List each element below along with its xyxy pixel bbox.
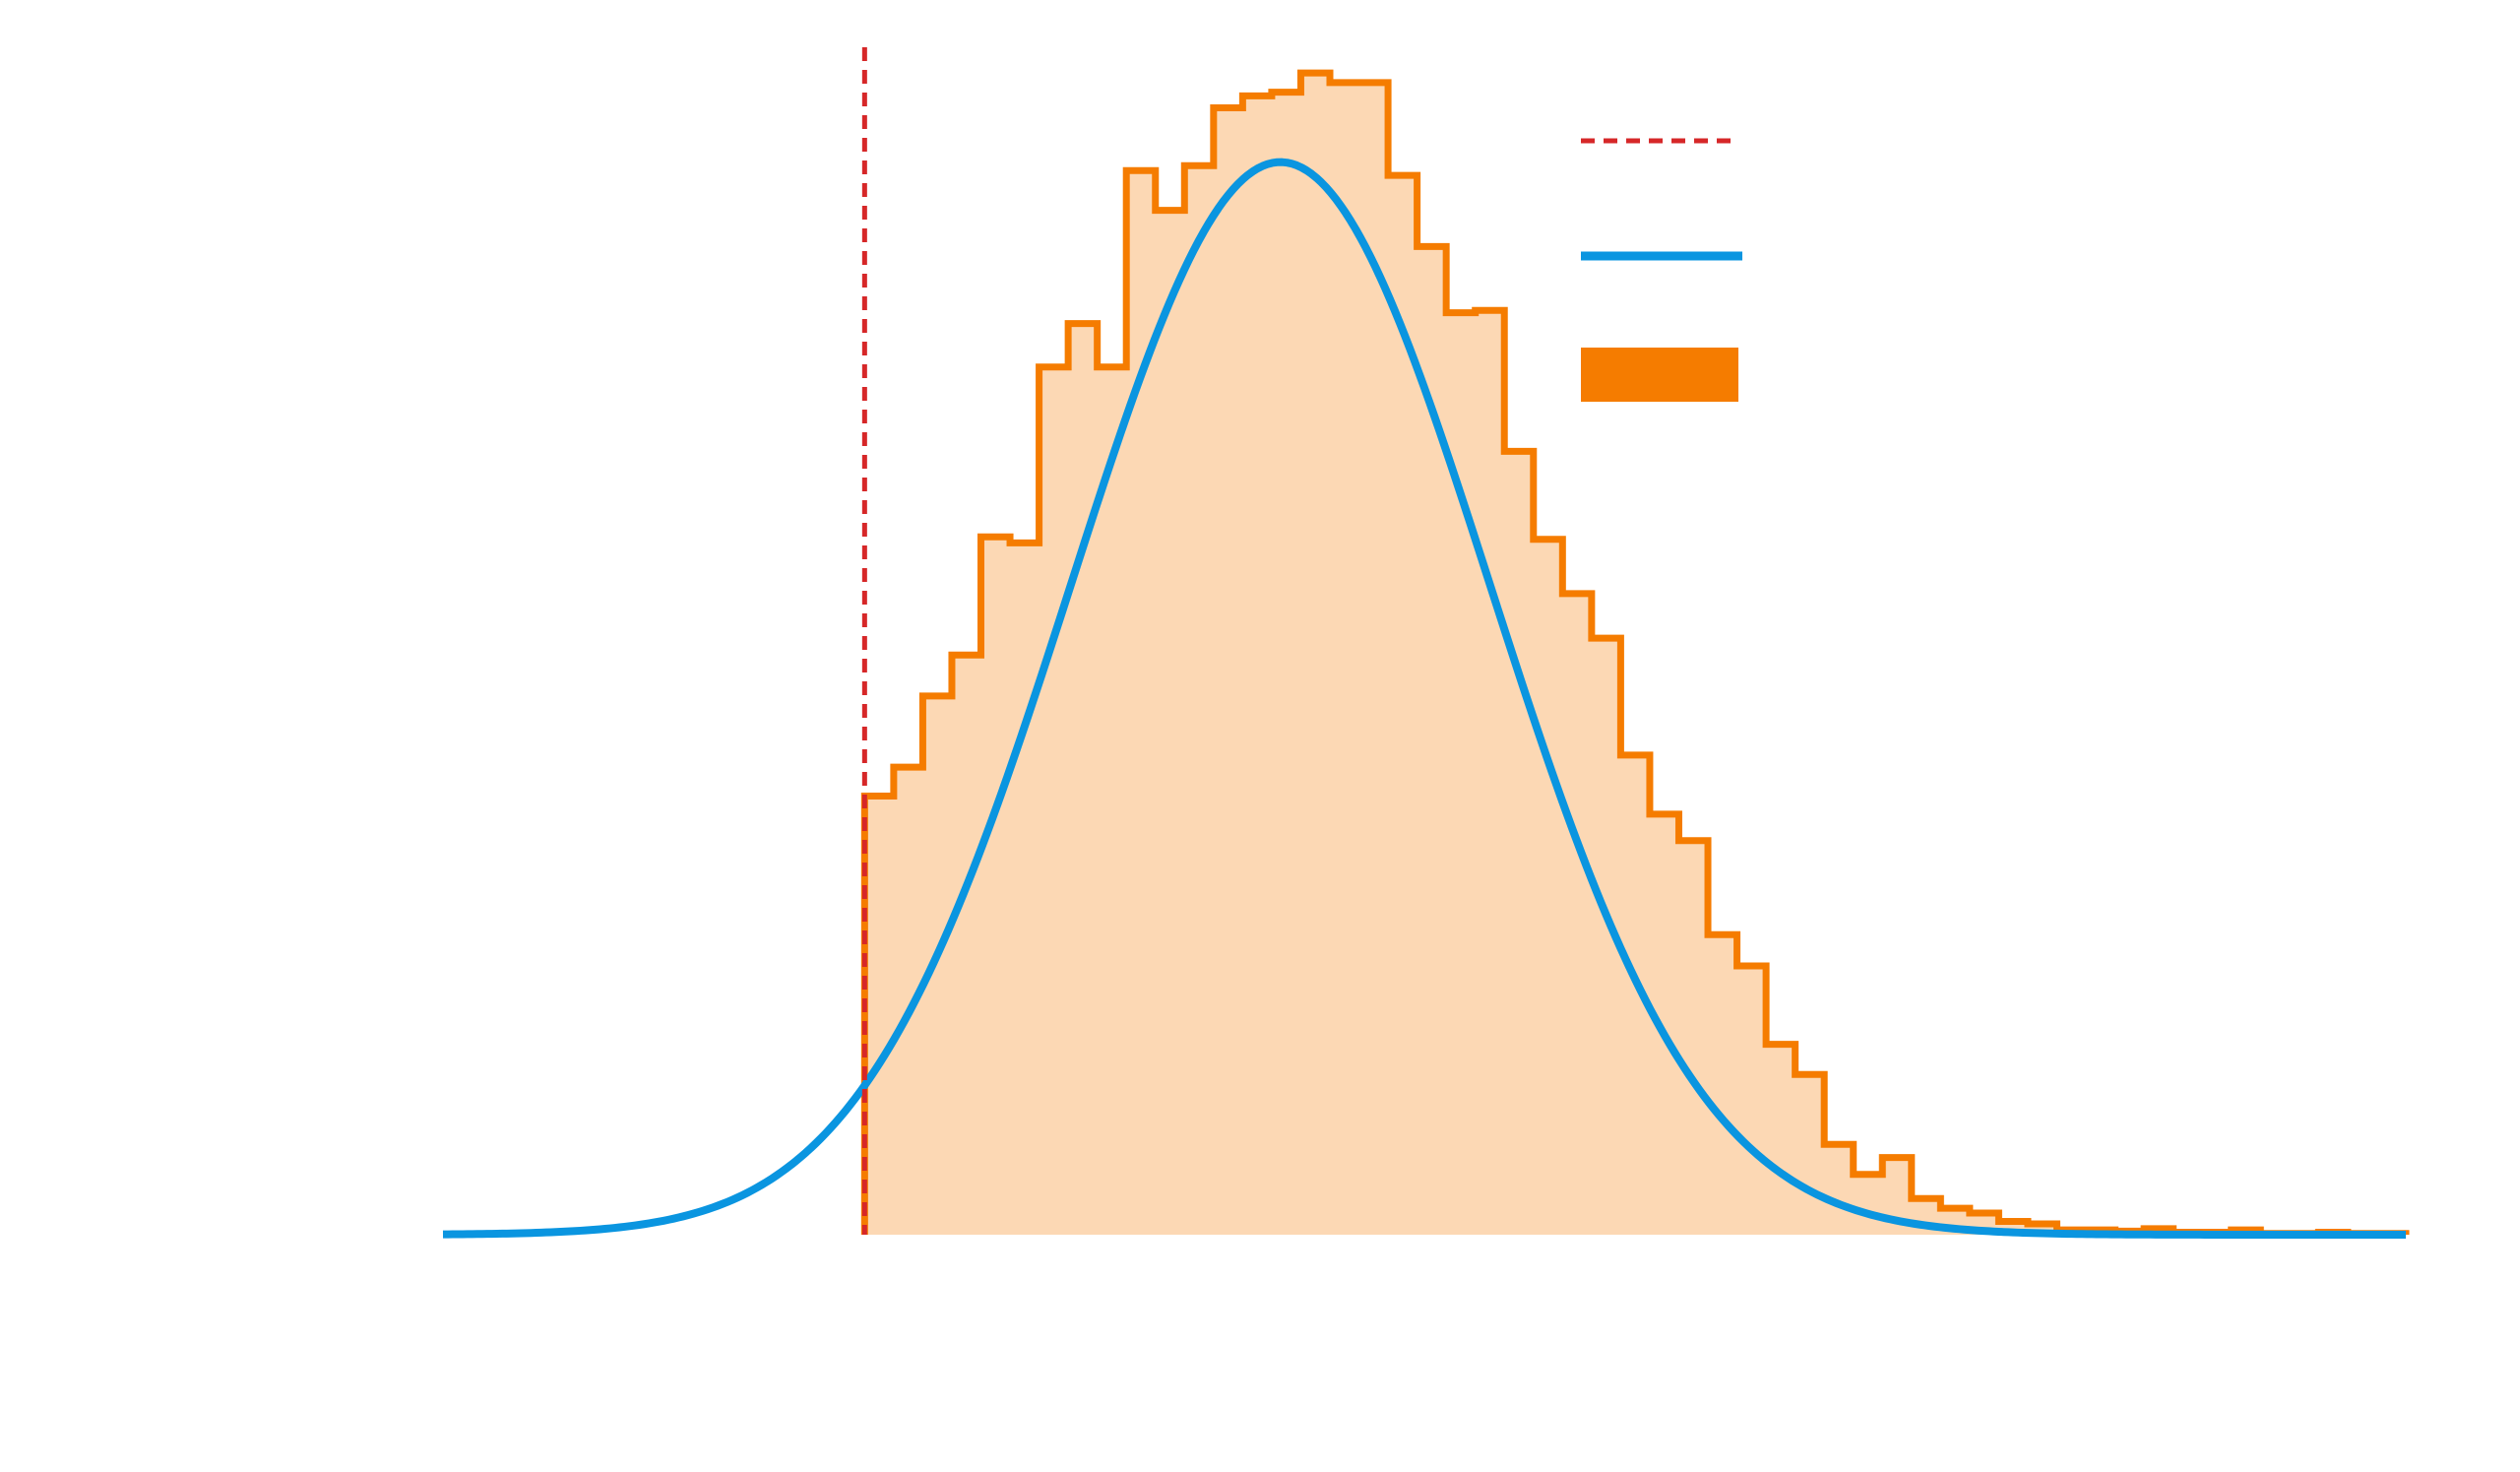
curve-layer: [442, 158, 2406, 1239]
histogram-bar: [1766, 1044, 1796, 1235]
histogram-bar: [1446, 312, 1477, 1235]
histogram-bar: [1097, 366, 1127, 1236]
histogram-layer: [860, 69, 2410, 1238]
histogram-bar: [1010, 543, 1040, 1235]
histogram-bar: [1853, 1174, 1883, 1235]
histogram-bar: [2027, 1223, 2058, 1235]
histogram-bar: [1504, 451, 1535, 1235]
histogram-bar: [1736, 966, 1767, 1235]
histogram-bar: [1068, 323, 1099, 1235]
histogram-bar: [1358, 82, 1389, 1236]
histogram-bar: [1417, 246, 1447, 1235]
histogram-bar: [1155, 210, 1185, 1236]
histogram-bar: [1184, 165, 1215, 1235]
histogram-bar: [1533, 539, 1563, 1235]
histogram-bar: [864, 796, 895, 1235]
histogram-bar: [1329, 82, 1360, 1236]
histogram-bar: [1795, 1074, 1825, 1235]
fitted-curve: [442, 158, 2406, 1239]
histogram-bar: [1039, 366, 1069, 1236]
legend-marker-histogram: [1581, 348, 1738, 402]
histogram-bar: [1475, 310, 1505, 1235]
histogram-bar: [1562, 593, 1593, 1235]
legend: [1581, 138, 1742, 402]
histogram-bar: [1824, 1144, 1855, 1235]
histogram-bar: [1708, 934, 1738, 1235]
histogram-bar: [1213, 107, 1243, 1235]
histogram-bar: [922, 695, 953, 1235]
histogram-bar: [1271, 92, 1302, 1236]
histogram-bar: [1678, 840, 1709, 1235]
histogram-bar: [1300, 73, 1331, 1236]
histogram-bar: [980, 537, 1011, 1235]
histogram-bar: [1242, 96, 1273, 1236]
histogram-bar: [951, 655, 982, 1235]
histogram-bar: [1126, 170, 1157, 1235]
